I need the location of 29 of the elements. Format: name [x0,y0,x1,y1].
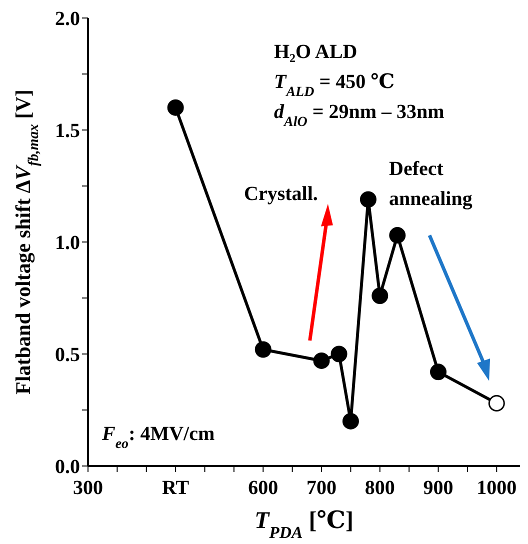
annotation: F$_{eo}$: 4MV/cm [101,423,215,452]
x-tick-label: RT [162,477,190,500]
annotation: Crystall. [244,183,318,205]
x-tick-label: 700 [306,477,337,500]
x-tick-label: 300 [73,477,103,500]
point [254,341,272,358]
y-tick-label: 1.5 [55,120,80,142]
point [372,288,388,304]
annotation: H₂O ALD [274,41,358,63]
x-axis-title: T$_{PDA}$ [℃] [254,508,354,542]
x-tick-label: 900 [423,477,454,500]
y-tick-label: 0.5 [55,344,80,366]
point [430,364,447,380]
y-tick-label: 1.0 [55,232,80,254]
y-tick-label: 0.0 [55,456,80,478]
point [389,227,406,244]
point [167,99,184,116]
x-tick-label: 600 [248,477,278,500]
annotation: T$_{ALD}$ = 450 ℃ [274,71,395,100]
y-tick-label: 2.0 [55,8,80,30]
point [313,352,330,369]
annotation: d$_{AlO}$ = 29nm – 33nm [274,101,445,130]
x-tick-label: 1000 [476,477,517,500]
point [360,191,376,208]
point [330,346,348,362]
point [342,412,359,430]
x-tick-label: 800 [364,477,395,500]
point [488,395,505,412]
annotation: Defect annealing [389,158,472,210]
